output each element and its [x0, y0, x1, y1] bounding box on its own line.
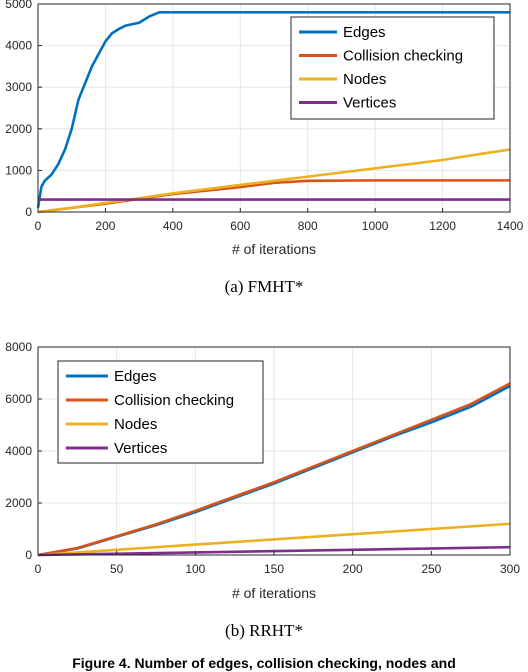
y-tick-label: 2000	[5, 496, 32, 510]
x-tick-label: 0	[35, 219, 42, 233]
x-axis-label: # of iterations	[232, 585, 316, 601]
x-tick-label: 400	[163, 219, 183, 233]
y-tick-label: 8000	[5, 340, 32, 354]
x-tick-label: 200	[95, 219, 115, 233]
legend-label: Collision checking	[114, 392, 234, 409]
x-tick-label: 0	[35, 562, 42, 576]
legend-label: Edges	[343, 24, 386, 41]
x-tick-label: 200	[343, 562, 363, 576]
caption-b: (b) RRHT*	[225, 621, 303, 640]
y-tick-label: 3000	[5, 80, 32, 94]
y-tick-label: 1000	[5, 163, 32, 177]
caption-a: (a) FMHT*	[225, 277, 304, 296]
legend-label: Vertices	[114, 440, 167, 457]
legend: Edges Collision checking Nodes Vertices	[57, 360, 264, 464]
legend-label: Nodes	[114, 416, 157, 433]
y-tick-label: 4000	[5, 444, 32, 458]
series-line-nodes	[37, 522, 511, 557]
legend: Edges Collision checking Nodes Vertices	[290, 16, 495, 120]
x-axis-label: # of iterations	[232, 241, 316, 257]
figure-footer-text: Figure 4. Number of edges, collision che…	[72, 655, 456, 671]
legend-box	[57, 360, 264, 464]
x-tick-label: 600	[230, 219, 250, 233]
series-line-nodes	[37, 148, 511, 214]
series-line-edges	[36, 11, 510, 209]
y-tick-label: 0	[25, 548, 32, 562]
x-tick-label: 250	[421, 562, 441, 576]
x-tick-label: 150	[264, 562, 284, 576]
x-tick-label: 1000	[362, 219, 389, 233]
x-tick-label: 100	[185, 562, 205, 576]
x-tick-label: 50	[110, 562, 124, 576]
y-tick-label: 5000	[5, 0, 32, 11]
legend-label: Collision checking	[343, 48, 463, 65]
chart-rrht: 0 50 100 150 200 250 300 0 2000 4000 6000 8000 # of …	[5, 340, 520, 601]
series-line-collision-checking	[37, 382, 511, 557]
legend-label: Vertices	[343, 95, 396, 112]
x-tick-label: 300	[500, 562, 520, 576]
y-tick-label: 2000	[5, 122, 32, 136]
x-tick-label: 1400	[497, 219, 524, 233]
x-tick-label: 800	[298, 219, 318, 233]
y-tick-label: 6000	[5, 392, 32, 406]
chart-fmht: 0 200 400 600 800 1000 1200 1400 0 1000 2000 3000 40…	[5, 0, 523, 257]
x-tick-label: 1200	[429, 219, 456, 233]
y-tick-label: 4000	[5, 39, 32, 53]
y-tick-label: 0	[25, 205, 32, 219]
legend-label: Nodes	[343, 71, 386, 88]
legend-label: Edges	[114, 368, 157, 385]
axes-box	[37, 3, 511, 213]
